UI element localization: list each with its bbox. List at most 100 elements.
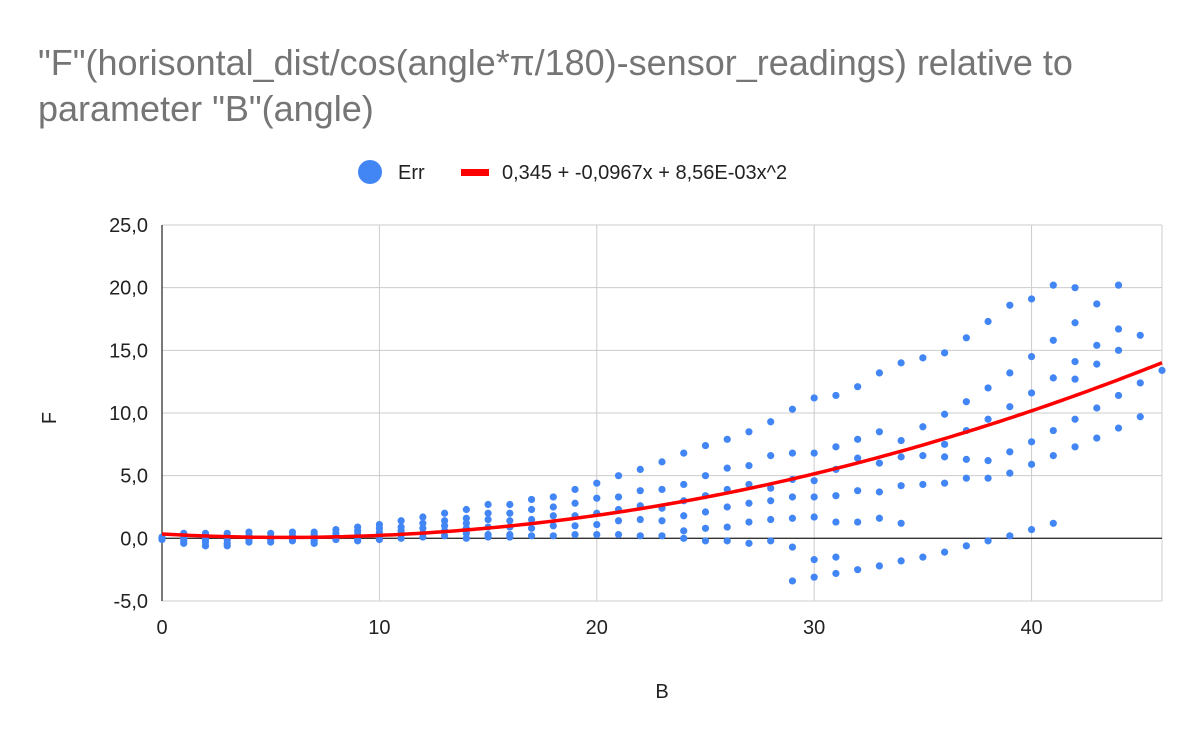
data-point [549,522,557,530]
data-point [310,539,318,547]
data-point [506,533,514,541]
data-point [810,477,818,485]
data-point [658,517,666,525]
data-point [636,465,644,473]
data-point [745,428,753,436]
data-point [201,542,210,550]
data-point [484,500,492,509]
data-point [571,522,579,530]
data-point [723,537,731,545]
data-point [962,455,970,463]
y-tick-label: 15,0 [109,340,148,362]
data-point [158,535,166,544]
y-tick-label: 25,0 [109,215,148,237]
legend-trendline-marker [461,169,489,176]
data-point [1114,281,1123,289]
data-point [441,532,449,540]
data-point [419,524,427,532]
data-point [810,556,818,564]
data-point [441,509,449,517]
legend-err-marker [358,160,382,184]
data-point [527,524,536,532]
data-point [658,458,666,466]
data-point [484,515,492,524]
data-point [832,518,840,526]
data-point [897,519,905,527]
data-point [614,493,623,501]
data-point [419,519,427,527]
data-point [919,480,927,489]
data-point [1049,519,1057,527]
data-point [810,449,818,457]
data-point [723,435,731,443]
y-tick-label: 20,0 [109,278,148,300]
data-point [1114,391,1123,400]
data-point [810,493,818,501]
data-point [701,508,710,516]
legend-err-label: Err [398,162,425,184]
data-point [658,532,666,540]
data-point [593,494,601,502]
data-point [419,513,427,521]
data-point [919,354,927,362]
data-point [897,557,905,565]
data-point [919,423,927,431]
data-point [984,415,992,423]
data-point [984,537,992,545]
data-point [1027,460,1036,468]
data-point [941,548,949,556]
data-point [745,539,753,547]
data-point [767,484,775,492]
data-point [1006,301,1014,309]
data-point [941,453,949,461]
data-point [875,428,883,436]
data-point [897,482,905,490]
data-point [723,503,731,511]
data-point [788,493,797,501]
data-point [941,349,949,357]
data-point [549,532,557,540]
data-point [962,542,970,550]
data-point [745,462,753,470]
data-point [375,535,383,544]
data-point [1071,284,1079,292]
data-point [1093,341,1101,349]
data-point [962,334,970,342]
data-point [571,485,579,494]
data-point [962,398,970,406]
data-point [984,457,992,465]
data-point [245,538,253,546]
data-point [506,500,514,509]
data-point [680,512,688,520]
data-point [419,533,427,541]
data-point [1093,360,1101,368]
y-tick-label: 0,0 [120,528,148,550]
data-point [854,383,862,391]
data-point [593,520,601,529]
data-point [962,474,970,482]
data-point [767,418,775,426]
data-point [941,410,949,418]
data-point [462,519,470,527]
data-point [527,532,536,540]
data-point [875,562,883,570]
data-point [1006,403,1014,411]
data-point [854,487,862,495]
legend: Err 0,345 + -0,0967x + 8,56E-03x^2 [358,160,787,184]
data-point [854,566,862,574]
data-point [1136,379,1144,387]
y-tick-label: 5,0 [120,466,148,488]
data-point [919,452,927,460]
data-point [636,515,644,524]
data-point [767,497,775,505]
y-axis-label: F [39,412,61,424]
data-point [897,453,905,461]
data-point [614,517,623,525]
x-tick-label: 10 [368,617,390,639]
data-point [875,459,883,467]
x-tick-label: 20 [586,617,608,639]
data-point [397,517,405,525]
data-point [810,394,818,402]
y-tick-label: 10,0 [109,403,148,425]
